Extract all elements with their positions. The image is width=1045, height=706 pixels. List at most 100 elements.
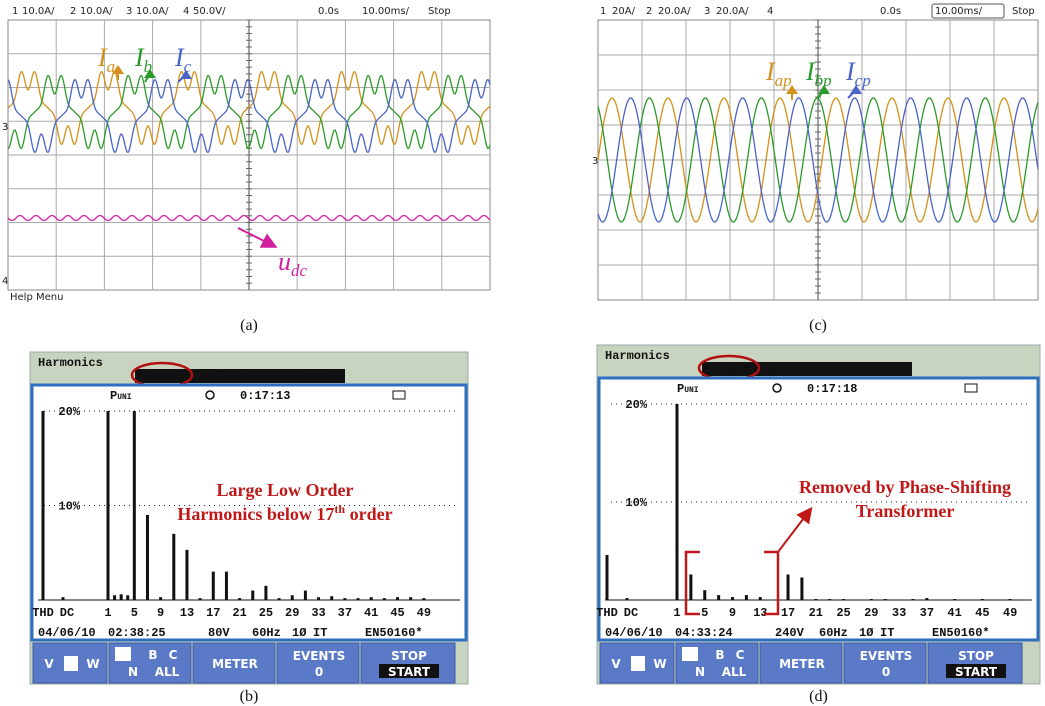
button-label: METER bbox=[212, 657, 258, 671]
x-tick-label: 37 bbox=[920, 606, 934, 620]
x-tick-label: 45 bbox=[390, 606, 404, 620]
header-text: 1 bbox=[12, 6, 18, 17]
button-label: METER bbox=[779, 657, 825, 671]
x-tick-label: 13 bbox=[180, 606, 194, 620]
mode-main: P bbox=[677, 382, 684, 396]
annotation: Large Low Order bbox=[217, 480, 354, 500]
header-text: 20A/ bbox=[612, 6, 636, 17]
panel-title: Harmonics bbox=[605, 349, 670, 363]
button-label: 0 bbox=[882, 665, 890, 679]
x-tick-label: 41 bbox=[364, 606, 378, 620]
x-tick-label: THD bbox=[596, 606, 618, 620]
y-tick-label: 10% bbox=[625, 496, 647, 510]
k-label: K bbox=[242, 370, 250, 384]
header-text: 4 bbox=[183, 6, 189, 17]
header-text: 50.0V/ bbox=[193, 6, 226, 17]
x-tick-label: DC bbox=[624, 606, 638, 620]
bar bbox=[251, 591, 254, 600]
button-label: A bbox=[118, 648, 128, 662]
thd-label: THD bbox=[717, 363, 739, 377]
button-label: V bbox=[611, 657, 621, 671]
button-label: C bbox=[169, 648, 178, 662]
x-tick-label: 49 bbox=[417, 606, 431, 620]
annotation-text: Transformer bbox=[856, 501, 955, 521]
button-label: A bbox=[66, 657, 76, 671]
header-text: 10.00ms/ bbox=[935, 6, 983, 17]
x-tick-label: 29 bbox=[285, 606, 299, 620]
header-text: 0.0s bbox=[880, 6, 901, 17]
bar bbox=[42, 411, 45, 600]
footer-text: 04/06/10 bbox=[605, 626, 663, 640]
header-text: 10.0A/ bbox=[136, 6, 169, 17]
channel-marker: 3 bbox=[592, 156, 598, 167]
mode-main: P bbox=[110, 389, 117, 403]
footer-text: IT bbox=[313, 626, 327, 640]
annotation-text: Harmonics below 17 bbox=[177, 504, 334, 524]
button-label: A bbox=[633, 657, 643, 671]
x-tick-label: 9 bbox=[157, 606, 164, 620]
footer-text: 04/06/10 bbox=[38, 626, 96, 640]
bar bbox=[787, 575, 790, 600]
button-label: ALL bbox=[722, 665, 747, 679]
footer-text: 04:33:24 bbox=[675, 626, 733, 640]
caption: (d) bbox=[809, 688, 828, 705]
k-label: K bbox=[809, 363, 817, 377]
bar bbox=[225, 572, 228, 600]
bar bbox=[107, 411, 110, 600]
footer-text: EN50160* bbox=[932, 626, 990, 640]
y-tick-label: 20% bbox=[58, 405, 80, 419]
x-tick-label: 41 bbox=[947, 606, 961, 620]
button-label: STOP bbox=[958, 649, 994, 663]
bar bbox=[172, 534, 175, 600]
x-tick-label: 1 bbox=[104, 606, 111, 620]
bar bbox=[676, 404, 679, 600]
header-text: 2 bbox=[70, 6, 76, 17]
header-text: 2 bbox=[646, 6, 652, 17]
x-tick-label: 5 bbox=[701, 606, 708, 620]
k-value: 1.4 bbox=[869, 363, 891, 377]
footer-text: 60Hz bbox=[252, 626, 281, 640]
label-main: u bbox=[278, 247, 291, 276]
x-tick-label: THD bbox=[32, 606, 54, 620]
footer-text: 240V bbox=[775, 626, 805, 640]
button-label: EVENTS bbox=[293, 649, 346, 663]
x-tick-label: 37 bbox=[338, 606, 352, 620]
button-label: N bbox=[695, 665, 705, 679]
bar bbox=[126, 595, 129, 600]
header-text: 3 bbox=[704, 6, 710, 17]
panel-title: Harmonics bbox=[38, 356, 103, 370]
button-label: STOP bbox=[391, 649, 427, 663]
header-text: 3 bbox=[126, 6, 132, 17]
footer-text: EN50160* bbox=[365, 626, 423, 640]
k-value: 4.7 bbox=[302, 370, 324, 384]
bar bbox=[606, 555, 609, 600]
bar bbox=[120, 594, 123, 600]
bar bbox=[291, 595, 294, 600]
header-text: 20.0A/ bbox=[658, 6, 691, 17]
bar bbox=[133, 411, 136, 600]
footer-text: 02:38:25 bbox=[108, 626, 166, 640]
label-sub: dc bbox=[291, 261, 308, 280]
button-label: V bbox=[44, 657, 54, 671]
bar bbox=[745, 595, 748, 600]
annotation: Harmonics below 17th order bbox=[177, 502, 392, 524]
annotation: Transformer bbox=[856, 501, 955, 521]
button-label: N bbox=[128, 665, 138, 679]
header-text: 10.00ms/ bbox=[362, 6, 410, 17]
annotation: Removed by Phase-Shifting bbox=[799, 477, 1011, 497]
caption: (a) bbox=[240, 317, 258, 334]
x-tick-label: 9 bbox=[729, 606, 736, 620]
annotation-text: order bbox=[345, 504, 392, 524]
y-tick-label: 10% bbox=[58, 500, 80, 514]
caption: (c) bbox=[809, 317, 827, 334]
thd-label: THD bbox=[150, 370, 172, 384]
button-label: W bbox=[86, 657, 99, 671]
x-tick-label: 49 bbox=[1003, 606, 1017, 620]
footer-text: 1Ø bbox=[859, 626, 873, 640]
channel-marker: 4 bbox=[2, 276, 8, 287]
x-tick-label: 17 bbox=[206, 606, 220, 620]
header-text: 10.0A/ bbox=[80, 6, 113, 17]
button-label: START bbox=[955, 665, 998, 679]
header-text: Stop bbox=[428, 6, 451, 17]
label-sub: ap bbox=[775, 71, 792, 90]
